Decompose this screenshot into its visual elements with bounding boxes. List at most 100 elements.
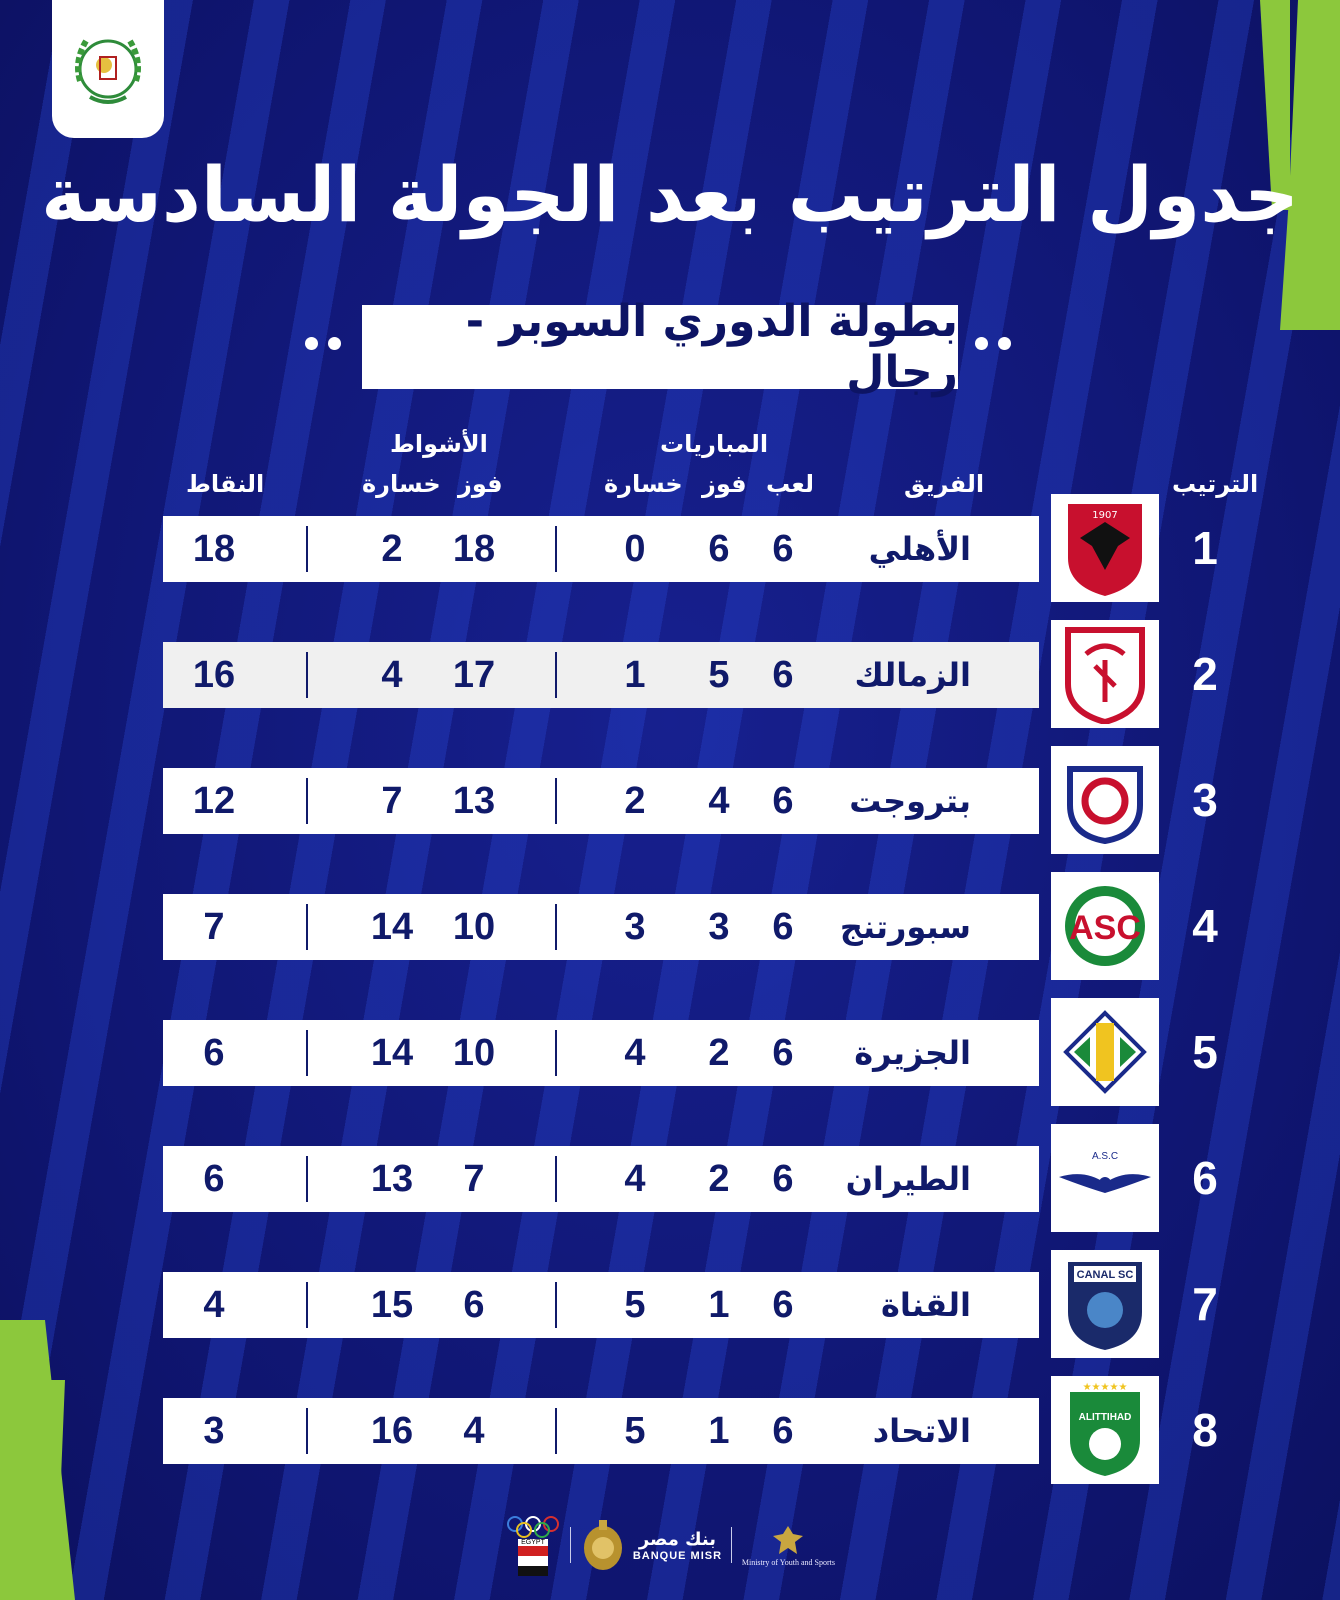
table-row: 12 7 13 2 4 6 بتروجت 3 <box>0 746 1340 856</box>
cell-points: 3 <box>203 1410 225 1452</box>
federation-logo <box>52 0 164 138</box>
cell-sets-lost: 14 <box>370 1032 414 1074</box>
subtitle: بطولة الدوري السوبر - رجال <box>465 296 958 398</box>
column-divider <box>555 778 557 824</box>
row-bar: 16 4 17 1 5 6 الزمالك <box>163 642 1039 708</box>
column-divider <box>306 778 308 824</box>
row-bar: 6 13 7 4 2 6 الطيران <box>163 1146 1039 1212</box>
cell-played: 6 <box>772 906 794 948</box>
team-name: الاتحاد <box>872 1412 971 1450</box>
svg-text:CANAL SC: CANAL SC <box>1077 1269 1134 1281</box>
cell-sets-won: 10 <box>452 1032 496 1074</box>
cell-sets-won: 18 <box>452 528 496 570</box>
cell-won: 5 <box>708 654 730 696</box>
column-divider <box>555 652 557 698</box>
column-divider <box>555 1282 557 1328</box>
column-divider <box>306 526 308 572</box>
decorative-dots-left <box>305 337 341 350</box>
cell-sets-lost: 14 <box>370 906 414 948</box>
svg-text:ASC: ASC <box>1069 909 1141 947</box>
cell-points: 16 <box>192 654 236 696</box>
cell-lost: 4 <box>624 1158 646 1200</box>
cell-sets-lost: 15 <box>370 1284 414 1326</box>
table-row: 6 13 7 4 2 6 الطيران A.S.C 6 <box>0 1124 1340 1234</box>
row-bar: 3 16 4 5 1 6 الاتحاد <box>163 1398 1039 1464</box>
header-lost: خسارة <box>604 470 683 498</box>
column-divider <box>555 1408 557 1454</box>
sponsor-divider-2 <box>731 1527 733 1563</box>
cell-points: 12 <box>192 780 236 822</box>
cell-sets-lost: 2 <box>381 528 403 570</box>
column-divider <box>306 1156 308 1202</box>
cell-won: 2 <box>708 1032 730 1074</box>
cell-lost: 3 <box>624 906 646 948</box>
svg-text:A.S.C: A.S.C <box>1092 1151 1118 1162</box>
row-bar: 6 14 10 4 2 6 الجزيرة <box>163 1020 1039 1086</box>
column-divider <box>306 904 308 950</box>
banque-misr-emblem-icon <box>583 1520 622 1570</box>
banque-misr-arabic: بنك مصر <box>638 1528 717 1550</box>
cell-played: 6 <box>772 654 794 696</box>
svg-text:ALITTIHAD: ALITTIHAD <box>1079 1412 1132 1423</box>
cell-played: 6 <box>772 1410 794 1452</box>
header-sets-lost: خسارة <box>362 470 441 498</box>
header-rank: الترتيب <box>1172 470 1259 498</box>
ministry-english: Ministry of Youth and Sports <box>741 1557 835 1567</box>
header-sets-won: فوز <box>458 470 503 498</box>
cell-sets-lost: 4 <box>381 654 403 696</box>
cell-won: 1 <box>708 1284 730 1326</box>
egypt-olympic-logo: EGYPT <box>505 1515 561 1576</box>
al-ahly-crest: 1907 <box>1051 494 1159 602</box>
column-divider <box>306 1282 308 1328</box>
column-divider <box>555 526 557 572</box>
zamalek-crest <box>1051 620 1159 728</box>
cell-lost: 5 <box>624 1410 646 1452</box>
rank-number: 2 <box>1192 648 1218 700</box>
cell-played: 6 <box>772 1158 794 1200</box>
header-played: لعب <box>766 470 814 498</box>
olympic-rings-icon <box>507 1515 559 1538</box>
row-bar: 7 14 10 3 3 6 سبورتنج <box>163 894 1039 960</box>
cell-points: 6 <box>203 1158 225 1200</box>
olympic-label: EGYPT <box>518 1538 548 1546</box>
eagle-emblem-icon <box>773 1525 804 1554</box>
header-matches-group: المباريات <box>660 430 769 458</box>
cell-points: 7 <box>203 906 225 948</box>
table-row: 7 14 10 3 3 6 سبورتنج ASC 4 <box>0 872 1340 982</box>
cell-sets-won: 6 <box>463 1284 485 1326</box>
cell-sets-won: 4 <box>463 1410 485 1452</box>
header-points: النقاط <box>186 470 265 498</box>
cell-sets-won: 10 <box>452 906 496 948</box>
rank-number: 6 <box>1192 1152 1218 1204</box>
cell-sets-won: 13 <box>452 780 496 822</box>
rank-number: 1 <box>1192 522 1218 574</box>
cell-played: 6 <box>772 780 794 822</box>
rank-number: 3 <box>1192 774 1218 826</box>
cell-won: 2 <box>708 1158 730 1200</box>
team-name: بتروجت <box>849 782 971 820</box>
decorative-dots-right <box>975 337 1011 350</box>
column-divider <box>306 1030 308 1076</box>
canal-crest: CANAL SC <box>1051 1250 1159 1358</box>
cell-won: 1 <box>708 1410 730 1452</box>
cell-points: 6 <box>203 1032 225 1074</box>
subtitle-banner: بطولة الدوري السوبر - رجال <box>362 296 958 398</box>
team-name: سبورتنج <box>839 908 971 946</box>
rank-number: 4 <box>1192 900 1218 952</box>
table-row: 4 15 6 5 1 6 القناة CANAL SC 7 <box>0 1250 1340 1360</box>
team-name: القناة <box>881 1286 971 1324</box>
cell-sets-lost: 13 <box>370 1158 414 1200</box>
cell-lost: 2 <box>624 780 646 822</box>
rank-number: 8 <box>1192 1404 1218 1456</box>
egypt-flag-icon <box>518 1545 548 1576</box>
header-sets-group: الأشواط <box>390 430 488 458</box>
svg-text:★★★★★: ★★★★★ <box>1083 1382 1128 1393</box>
cell-sets-won: 7 <box>463 1158 485 1200</box>
cell-played: 6 <box>772 1032 794 1074</box>
cell-sets-lost: 7 <box>381 780 403 822</box>
ministry-logo: Ministry of Youth and Sports <box>742 1524 835 1567</box>
cell-won: 4 <box>708 780 730 822</box>
cell-lost: 5 <box>624 1284 646 1326</box>
column-divider <box>555 1030 557 1076</box>
row-bar: 12 7 13 2 4 6 بتروجت <box>163 768 1039 834</box>
